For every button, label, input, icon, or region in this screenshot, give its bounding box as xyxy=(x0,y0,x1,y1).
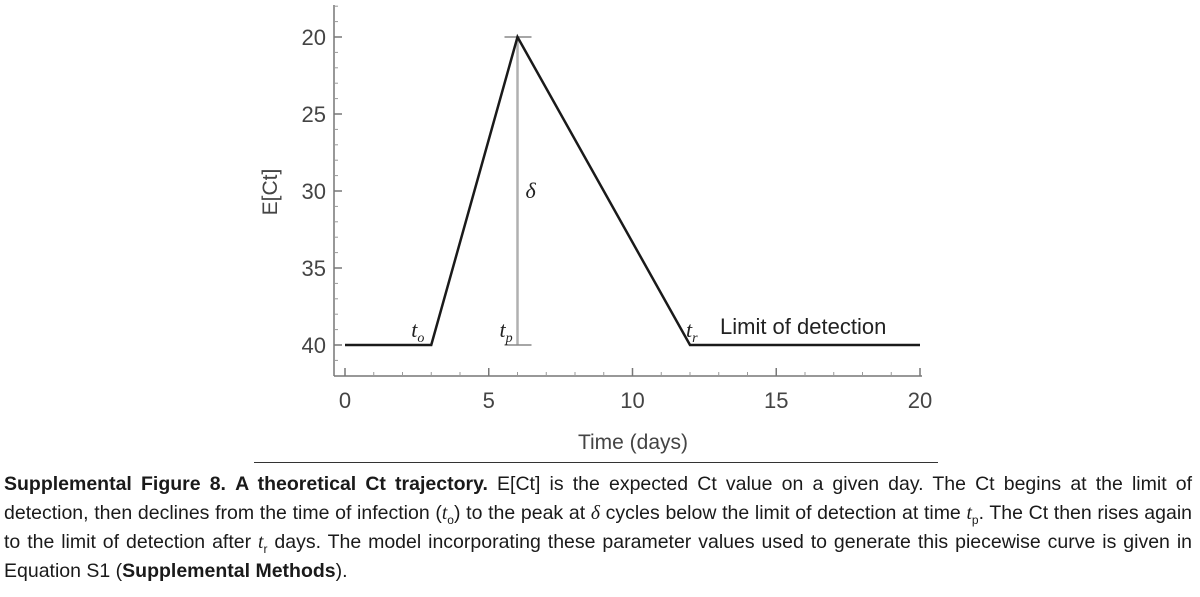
caption-title: A theoretical Ct trajectory. xyxy=(235,473,488,495)
caption-text: ) to the peak at xyxy=(453,502,591,524)
caption-text: . The Ct then rises again to the limit o… xyxy=(4,502,1193,553)
delta-label: δ xyxy=(526,178,537,203)
caption-label: Supplemental Figure 8. xyxy=(4,473,226,495)
tick-labels: 20 25 30 35 40 0 5 10 15 20 xyxy=(302,25,933,413)
x-axis-title: Time (days) xyxy=(578,431,688,454)
plot-marks xyxy=(345,33,920,347)
x-tick-label: 10 xyxy=(620,388,644,413)
caption-text: E[Ct] is the expected Ct value on a give… xyxy=(4,473,1193,524)
caption-sub-o: o xyxy=(447,512,454,527)
caption-delta: δ xyxy=(590,503,600,524)
t-p-label: tp xyxy=(500,317,513,346)
y-tick-label: 40 xyxy=(302,333,326,358)
caption-text: days. The model incorporating these para… xyxy=(4,531,1193,582)
annotations: to tp tr δ Limit of detection xyxy=(411,178,886,346)
ct-trajectory-line xyxy=(345,33,920,347)
caption-text: cycles below the limit of detection at t… xyxy=(599,502,967,524)
caption-rule xyxy=(254,462,938,463)
caption-text: ). xyxy=(335,560,348,582)
y-tick-label: 30 xyxy=(302,179,326,204)
limit-of-detection-label: Limit of detection xyxy=(720,314,886,339)
caption-methods: Supplemental Methods xyxy=(122,560,336,582)
y-tick-label: 35 xyxy=(302,256,326,281)
y-tick-label: 25 xyxy=(302,102,326,127)
t-o-label: to xyxy=(411,317,424,346)
caption-var-t: t xyxy=(441,503,448,524)
x-tick-label: 20 xyxy=(908,388,932,413)
ticks xyxy=(334,5,921,376)
caption-var-t: t xyxy=(258,532,264,553)
t-r-label: tr xyxy=(686,317,698,346)
caption-sub-p: p xyxy=(971,512,979,527)
y-axis-title: E[Ct] xyxy=(259,169,282,216)
x-tick-label: 0 xyxy=(339,388,351,413)
x-tick-label: 5 xyxy=(483,388,495,413)
figure-caption: Supplemental Figure 8. A theoretical Ct … xyxy=(4,470,1192,586)
caption-sub-r: r xyxy=(263,541,268,556)
caption-var-t: t xyxy=(966,503,972,524)
y-tick-label: 20 xyxy=(302,25,326,50)
x-tick-label: 15 xyxy=(764,388,788,413)
